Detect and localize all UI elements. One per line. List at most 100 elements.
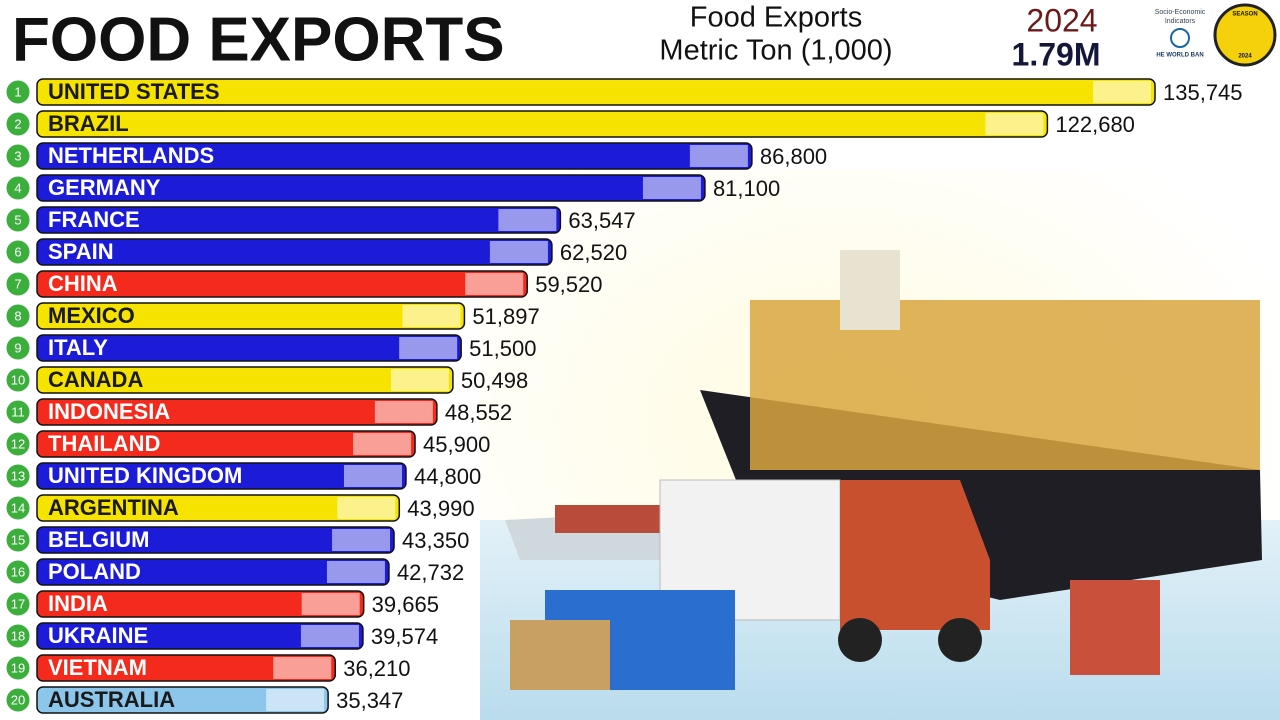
rank-badge	[5, 335, 31, 361]
bar	[36, 206, 562, 234]
bar	[36, 78, 1156, 106]
category-label: BRAZIL	[48, 111, 129, 136]
value-label: 59,520	[535, 272, 602, 297]
rank-label: 8	[14, 308, 21, 323]
bar	[36, 590, 365, 618]
category-label: FRANCE	[48, 207, 140, 232]
bar	[36, 430, 416, 458]
rank-label: 16	[11, 564, 25, 579]
category-label: UNITED STATES	[48, 79, 220, 104]
rank-badge	[5, 495, 31, 521]
rank-label: 9	[14, 340, 21, 355]
value-label: 44,800	[414, 464, 481, 489]
rank-badge	[5, 79, 31, 105]
category-label: INDIA	[48, 591, 108, 616]
category-label: BELGIUM	[48, 527, 149, 552]
bar	[36, 654, 336, 682]
rank-badge	[5, 303, 31, 329]
value-label: 122,680	[1055, 112, 1135, 137]
flag	[301, 593, 360, 615]
flag	[498, 209, 557, 231]
rank-badge	[5, 687, 31, 713]
bar	[36, 334, 462, 362]
category-label: CHINA	[48, 271, 118, 296]
rank-badge	[5, 655, 31, 681]
logo-text: 2024	[1238, 54, 1252, 60]
flag	[390, 369, 449, 391]
category-label: ARGENTINA	[48, 495, 179, 520]
rank-badge	[5, 527, 31, 553]
rank-label: 6	[14, 244, 21, 259]
logo-icon	[1170, 28, 1190, 48]
value-label: 63,547	[568, 208, 635, 233]
rank-badge	[5, 431, 31, 457]
value-label: 51,897	[472, 304, 539, 329]
bar	[36, 686, 329, 714]
bar	[36, 398, 438, 426]
value-label: 43,990	[407, 496, 474, 521]
total: 1.79M	[1012, 36, 1101, 72]
bar	[36, 366, 454, 394]
value-label: 50,498	[461, 368, 528, 393]
bars: 1 UNITED STATES 135,745 2 BRAZIL 122,680 3 NETH…	[5, 78, 1243, 714]
rank-label: 12	[11, 436, 25, 451]
flag	[1093, 81, 1151, 103]
rank-badge	[5, 559, 31, 585]
chart-title: FOOD EXPORTS	[12, 5, 505, 74]
flag	[642, 177, 701, 199]
category-label: INDONESIA	[48, 399, 170, 424]
rank-label: 19	[11, 660, 25, 675]
value-label: 86,800	[760, 144, 827, 169]
rank-label: 11	[11, 404, 25, 419]
bar	[36, 622, 364, 650]
flag	[353, 433, 412, 455]
logo: Socio-Economic Indicators HE WORLD BAN S…	[1155, 3, 1277, 67]
flag	[273, 657, 332, 679]
flag	[985, 113, 1044, 135]
category-label: VIETNAM	[48, 655, 147, 680]
logo-text: SEASON	[1232, 12, 1257, 18]
rank-label: 20	[11, 692, 25, 707]
value-label: 39,665	[372, 592, 439, 617]
bar	[36, 462, 407, 490]
flag	[343, 465, 402, 487]
flag	[689, 145, 748, 167]
rank-badge	[5, 207, 31, 233]
logo-text: Indicators	[1165, 18, 1196, 25]
flag	[402, 305, 461, 327]
rank-badge	[5, 143, 31, 169]
flag	[326, 561, 385, 583]
bar	[36, 142, 753, 170]
value-label: 81,100	[713, 176, 780, 201]
category-label: CANADA	[48, 367, 143, 392]
bar	[36, 174, 706, 202]
logo-text: Socio-Economic	[1155, 9, 1206, 16]
bar	[36, 558, 390, 586]
subtitle: Food Exports	[690, 2, 862, 34]
category-label: UNITED KINGDOM	[48, 463, 242, 488]
rank-label: 18	[11, 628, 25, 643]
rank-badge	[5, 111, 31, 137]
category-label: ITALY	[48, 335, 108, 360]
category-label: NETHERLANDS	[48, 143, 214, 168]
rank-label: 1	[14, 84, 21, 99]
category-label: UKRAINE	[48, 623, 148, 648]
flag	[489, 241, 548, 263]
background-illustration	[480, 170, 1280, 720]
flag	[465, 273, 524, 295]
bar	[36, 526, 395, 554]
bar	[36, 110, 1049, 138]
logo-text: HE WORLD BAN	[1156, 53, 1203, 59]
value-label: 51,500	[469, 336, 536, 361]
bar	[36, 238, 553, 266]
flag	[337, 497, 396, 519]
logo-badge	[1213, 3, 1277, 67]
value-label: 39,574	[371, 624, 438, 649]
value-label: 62,520	[560, 240, 627, 265]
rank-label: 10	[11, 372, 25, 387]
value-label: 43,350	[402, 528, 469, 553]
flag	[300, 625, 359, 647]
rank-label: 4	[14, 180, 21, 195]
value-label: 45,900	[423, 432, 490, 457]
